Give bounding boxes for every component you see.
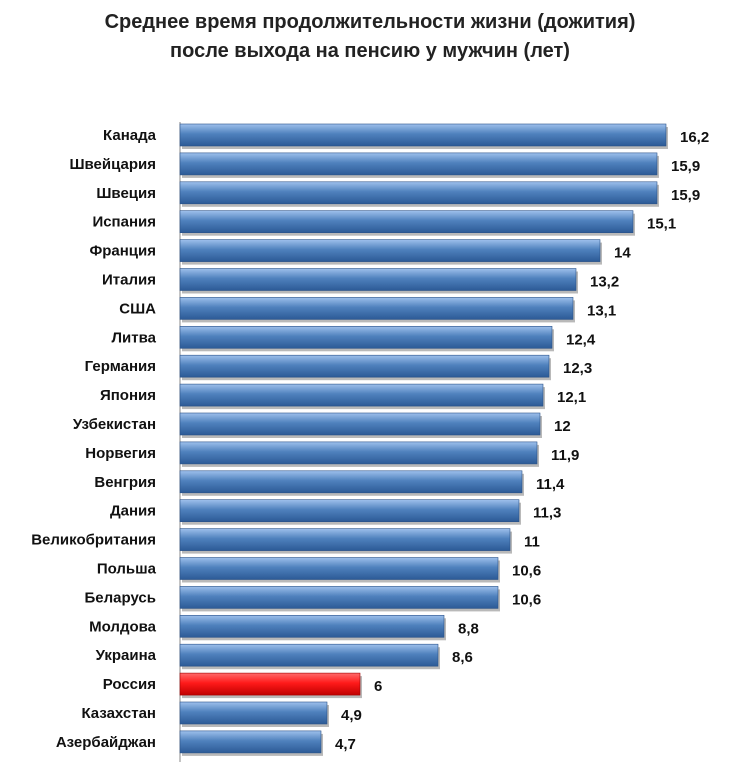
bar-Дания: [179, 499, 520, 523]
bar-Узбекистан: [179, 412, 541, 436]
category-label: Литва: [112, 329, 157, 346]
category-label: Германия: [85, 358, 156, 375]
value-label: 10,6: [512, 591, 541, 608]
bar-Япония: [179, 383, 544, 407]
bar-Швеция: [179, 181, 658, 205]
value-label: 16,2: [680, 129, 709, 146]
bar-Литва: [179, 325, 553, 349]
category-label: Беларусь: [85, 589, 157, 606]
bar-Россия: [179, 672, 361, 696]
value-label: 10,6: [512, 563, 541, 580]
bar-Венгрия: [179, 470, 523, 494]
category-label: Россия: [103, 676, 156, 693]
value-label: 12,1: [557, 389, 586, 406]
bar-Германия: [179, 354, 550, 378]
category-label: США: [119, 300, 156, 317]
category-label: Казахстан: [81, 705, 156, 722]
category-label: Италия: [102, 272, 156, 289]
value-label: 12,3: [563, 360, 592, 377]
category-label: Дания: [110, 503, 156, 520]
chart-title-line1: Среднее время продолжительности жизни (д…: [104, 11, 636, 33]
category-label: Великобритания: [31, 532, 156, 549]
bar-Испания: [179, 210, 634, 233]
category-label: Украина: [96, 647, 157, 664]
bar-Польша: [179, 557, 499, 580]
value-label: 13,1: [587, 302, 616, 319]
category-label: Канада: [103, 127, 157, 144]
category-label: Венгрия: [94, 474, 156, 491]
value-label: 8,6: [452, 649, 473, 666]
value-label: 14: [614, 245, 631, 262]
value-label: 11,9: [551, 447, 579, 464]
bar-Азербайджан: [179, 730, 322, 754]
bar-Швейцария: [179, 152, 658, 176]
bar-Норвегия: [179, 441, 538, 465]
bar-Канада: [179, 123, 667, 147]
value-label: 15,1: [647, 216, 676, 233]
value-label: 13,2: [590, 274, 619, 291]
bar-США: [179, 297, 574, 320]
value-label: 12: [554, 418, 571, 435]
value-label: 11,3: [533, 505, 561, 522]
value-label: 15,9: [671, 158, 700, 175]
category-label: Молдова: [89, 618, 157, 635]
bar-Молдова: [179, 614, 445, 638]
category-label: Азербайджан: [56, 734, 156, 751]
category-label: Польша: [97, 561, 157, 578]
chart-title: Среднее время продолжительности жизни (д…: [0, 8, 740, 66]
bar-Казахстан: [179, 701, 328, 725]
bar-Беларусь: [179, 586, 499, 609]
value-label: 8,8: [458, 620, 479, 637]
category-label: Испания: [92, 214, 156, 231]
value-label: 4,9: [341, 707, 362, 724]
bar-Великобритания: [179, 528, 511, 551]
chart-title-line2: после выхода на пенсию у мужчин (лет): [170, 40, 570, 62]
category-label: Франция: [89, 243, 156, 260]
bar-Франция: [179, 239, 601, 262]
category-label: Швейцария: [69, 156, 156, 173]
value-label: 11: [524, 534, 540, 551]
value-label: 4,7: [335, 736, 356, 753]
category-label: Норвегия: [85, 445, 156, 462]
value-label: 6: [374, 678, 382, 695]
category-label: Япония: [100, 387, 156, 404]
value-label: 11,4: [536, 476, 565, 493]
value-label: 12,4: [566, 331, 596, 348]
category-label: Швеция: [96, 185, 156, 202]
bar-Украина: [179, 643, 439, 667]
category-label: Узбекистан: [73, 416, 156, 433]
value-label: 15,9: [671, 187, 700, 204]
bar-Италия: [179, 268, 577, 291]
